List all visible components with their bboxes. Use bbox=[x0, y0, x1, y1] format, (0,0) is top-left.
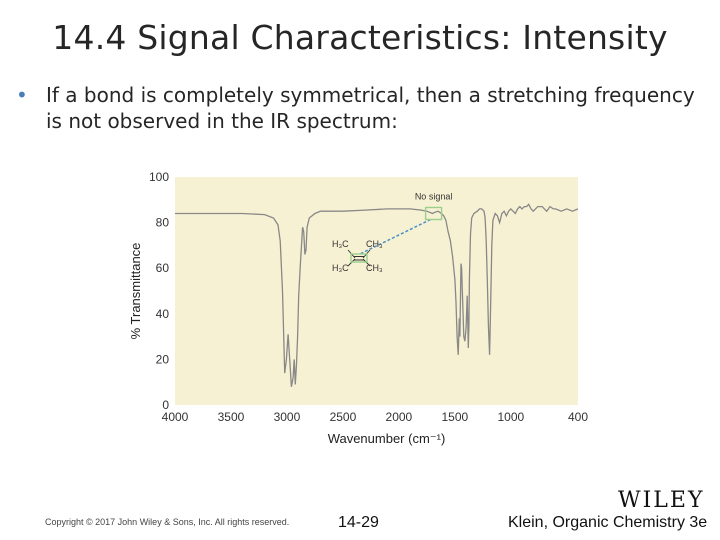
copyright-text: Copyright © 2017 John Wiley & Sons, Inc.… bbox=[45, 517, 290, 527]
bullet-item: • If a bond is completely symmetrical, t… bbox=[16, 82, 696, 134]
slide-title: 14.4 Signal Characteristics: Intensity bbox=[52, 18, 668, 57]
molecule-label-top-right: CH₃ bbox=[366, 239, 383, 249]
x-axis-ticks: 4000 3500 3000 2500 2000 1500 1000 400 bbox=[162, 410, 589, 424]
x-axis-label: Wavenumber (cm⁻¹) bbox=[328, 431, 446, 446]
bullet-text: If a bond is completely symmetrical, the… bbox=[46, 83, 695, 133]
annotation-box bbox=[424, 206, 443, 221]
x-tick-label: 400 bbox=[568, 410, 588, 424]
molecule-label-top-left: H₃C bbox=[332, 239, 349, 249]
ir-spectrum-chart: 0 20 40 60 80 100 4000 3500 3000 2500 2000 1500 100… bbox=[128, 170, 589, 446]
x-tick-label: 3500 bbox=[218, 410, 245, 424]
molecule-label-bottom-right: CH₃ bbox=[366, 263, 383, 273]
bullet-dot-icon: • bbox=[16, 83, 28, 107]
plot-background bbox=[175, 177, 578, 405]
annotation-connector bbox=[359, 218, 431, 255]
y-axis-label: % Transmittance bbox=[128, 243, 143, 340]
x-tick-label: 2500 bbox=[330, 410, 357, 424]
annotation-label: No signal bbox=[415, 191, 453, 201]
x-tick-label: 2000 bbox=[386, 410, 413, 424]
y-tick-label: 40 bbox=[156, 307, 170, 321]
spectrum-series-line bbox=[175, 203, 579, 387]
book-citation: Klein, Organic Chemistry 3e bbox=[508, 514, 708, 531]
x-tick-label: 4000 bbox=[162, 410, 189, 424]
x-tick-label: 3000 bbox=[274, 410, 301, 424]
y-tick-label: 20 bbox=[156, 352, 170, 366]
double-bond-highlight bbox=[350, 253, 368, 263]
butene-molecule: H₃C CH₃ H₃C CH₃ bbox=[332, 239, 383, 273]
x-tick-label: 1500 bbox=[442, 410, 469, 424]
wiley-logo: WILEY bbox=[618, 488, 705, 513]
y-tick-label: 60 bbox=[156, 261, 170, 275]
x-tick-label: 1000 bbox=[497, 410, 524, 424]
y-axis-ticks: 0 20 40 60 80 100 bbox=[149, 170, 169, 412]
page-number: 14-29 bbox=[338, 514, 379, 531]
y-tick-label: 100 bbox=[149, 170, 169, 184]
molecule-label-bottom-left: H₃C bbox=[332, 263, 349, 273]
y-tick-label: 80 bbox=[156, 216, 170, 230]
y-tick-label: 0 bbox=[162, 398, 169, 412]
